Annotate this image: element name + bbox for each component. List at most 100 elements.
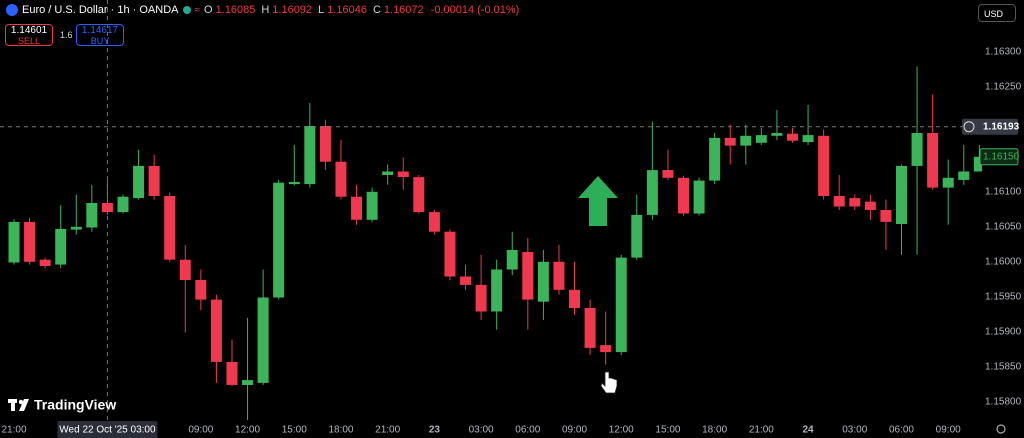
x-tick-label: 09:00	[936, 425, 961, 436]
symbol[interactable]: Euro / U.S. Dollar · 1h · OANDA	[22, 4, 179, 16]
y-tick-label: 1.16000	[985, 256, 1022, 267]
candle-body	[179, 259, 191, 280]
x-tick-label: 09:00	[188, 425, 213, 436]
ohlc-label: L	[318, 4, 325, 16]
candle-body	[257, 297, 269, 383]
candle-body	[460, 276, 472, 285]
candle-body	[631, 214, 643, 258]
x-tick-label: 06:00	[889, 425, 914, 436]
candle-body	[491, 269, 503, 312]
add-alert-icon	[963, 121, 975, 133]
x-tick-label: 21:00	[749, 425, 774, 436]
x-tick-label: 21:00	[375, 425, 400, 436]
logo-icon	[8, 399, 29, 411]
logo-text: TradingView	[34, 397, 116, 413]
candle-body	[86, 203, 98, 228]
change: -0.00014 (-0.01%)	[430, 4, 520, 16]
candle-body	[864, 201, 876, 210]
crosshair-price-label: 1.16193	[983, 121, 1020, 132]
currency-button[interactable]: USD	[978, 4, 1016, 22]
ohlc-label: O	[204, 4, 213, 16]
last-price-box	[979, 148, 1019, 166]
candle-body	[537, 261, 549, 302]
x-tick-label: 12:00	[609, 425, 634, 436]
candle-body	[740, 135, 752, 146]
ohlc-value: 1.16072	[383, 4, 424, 16]
candle-body	[693, 180, 705, 214]
settings-icon[interactable]	[996, 424, 1006, 434]
candle-body	[958, 171, 970, 180]
candle-body	[771, 133, 783, 136]
candle-body	[117, 196, 129, 213]
symbol-header: Euro / U.S. Dollar · 1h · OANDA ≈ O 1.160…	[6, 4, 519, 16]
candle-body	[475, 284, 487, 312]
candle-body	[148, 165, 160, 196]
x-tick-label: 21:00	[1, 425, 26, 436]
candle-body	[709, 137, 721, 181]
x-tick-label: 12:00	[235, 425, 260, 436]
sell-button[interactable]: 1.14601 SELL	[5, 24, 53, 46]
candle-body	[849, 198, 861, 207]
crosshair-time-label: Wed 22 Oct '25 03:00	[59, 425, 156, 436]
candle-body	[397, 171, 409, 178]
flag-icon	[6, 4, 18, 16]
crosshair-time-box	[57, 421, 158, 438]
candle-body	[195, 280, 207, 300]
candle-body	[802, 135, 814, 143]
candle-body	[678, 177, 690, 214]
x-tick-label: 06:00	[515, 425, 540, 436]
ohlc-label: H	[261, 4, 270, 16]
candle-body	[662, 170, 674, 178]
y-tick-label: 1.16250	[985, 81, 1022, 92]
candle-body	[818, 135, 830, 196]
x-tick-label: 15:00	[282, 425, 307, 436]
buy-price: 1.14617	[81, 25, 119, 36]
candle-body	[164, 196, 176, 260]
candle-body	[273, 182, 285, 298]
x-tick-label: 03:00	[469, 425, 494, 436]
spread: 1.6	[60, 30, 73, 40]
candle-body	[382, 171, 394, 175]
candle-body	[226, 361, 238, 385]
candle-body	[646, 170, 658, 215]
candle-body	[584, 308, 596, 348]
candle-body	[304, 126, 316, 185]
y-tick-label: 1.16050	[985, 221, 1022, 232]
candle-body	[553, 261, 565, 290]
candle-body	[787, 133, 798, 141]
candle-body	[133, 165, 145, 199]
buy-button[interactable]: 1.14617 BUY	[76, 24, 124, 46]
candle-body	[24, 221, 36, 262]
candle-body	[288, 182, 300, 185]
candle-body	[973, 156, 982, 172]
x-tick-label: 18:00	[702, 425, 727, 436]
x-tick-label: 03:00	[842, 425, 867, 436]
candle-body	[724, 137, 736, 146]
candle-body	[911, 133, 923, 166]
candle-body	[755, 135, 767, 143]
candle-body	[880, 210, 892, 222]
buy-label: BUY	[90, 36, 110, 46]
x-tick-label: 15:00	[655, 425, 680, 436]
candle-body	[210, 299, 222, 362]
candle-body	[242, 380, 254, 385]
x-tick-label: 18:00	[328, 425, 353, 436]
candle-body	[101, 203, 113, 213]
y-tick-label: 1.15950	[985, 291, 1022, 302]
x-tick-label: 24	[803, 425, 815, 436]
candle-body	[335, 161, 347, 197]
arrow-icon	[578, 176, 618, 226]
candle-body	[8, 221, 20, 263]
ohlc-label: C	[372, 4, 381, 16]
y-tick-label: 1.15900	[985, 326, 1022, 337]
ohlc-value: 1.16085	[215, 4, 256, 16]
x-tick-label: 23	[429, 425, 441, 436]
candle-body	[522, 252, 534, 300]
ohlc-value: 1.16092	[272, 4, 313, 16]
candle-body	[895, 165, 907, 224]
candle-body	[70, 226, 82, 230]
status-dot	[182, 6, 191, 14]
sell-label: SELL	[17, 36, 41, 46]
candle-body	[833, 196, 845, 207]
